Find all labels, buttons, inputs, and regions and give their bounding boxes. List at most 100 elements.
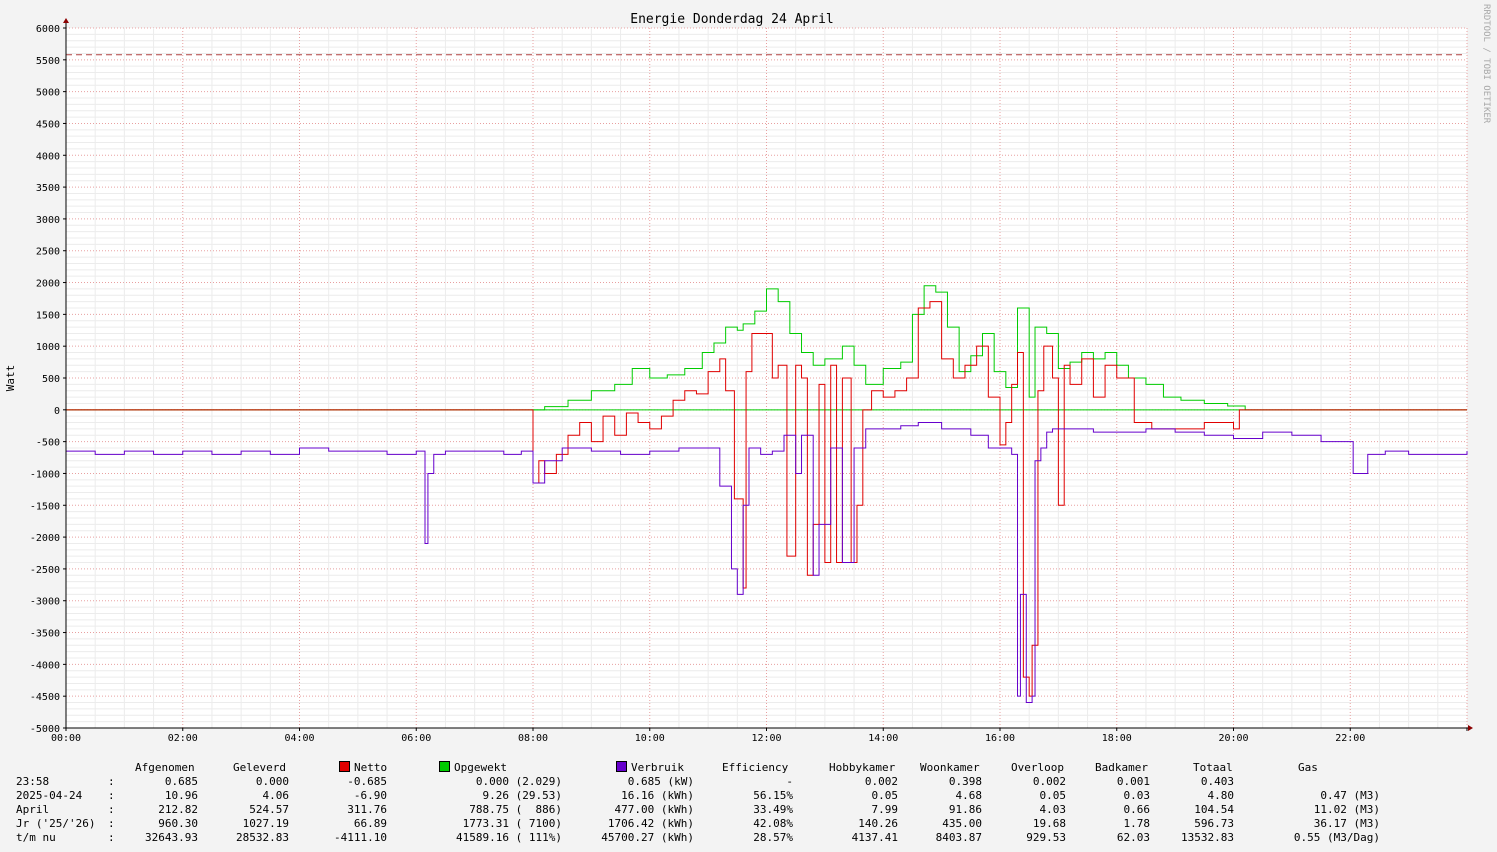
legend-cell-hobbykamer: 7.99 <box>871 803 899 816</box>
series-verbruik <box>66 422 1468 704</box>
y-tick-label: 5000 <box>36 88 60 99</box>
legend-cell-geleverd: 4.06 <box>262 789 290 802</box>
legend-cell-overloop: 929.53 <box>1026 831 1066 844</box>
header-opgewekt-label: Opgewekt <box>454 761 507 774</box>
y-tick-label: -3000 <box>30 597 60 608</box>
x-tick-label: 10:00 <box>635 733 665 744</box>
header-geleverd: Geleverd <box>233 761 286 774</box>
legend-cell-overloop: 0.05 <box>1039 789 1067 802</box>
y-tick-label: 3500 <box>36 183 60 194</box>
y-tick-label: -5000 <box>30 724 60 735</box>
x-tick-label: 18:00 <box>1102 733 1132 744</box>
y-tick-label: 2000 <box>36 279 60 290</box>
header-afgenomen: Afgenomen <box>135 761 195 774</box>
legend-cell-woonkamer: 91.86 <box>948 803 982 816</box>
series-opgewekt <box>66 285 1467 411</box>
legend-cell-gas: 0.55 (M3/Dag) <box>1293 831 1380 844</box>
legend-cell-totaal: 13532.83 <box>1181 831 1234 844</box>
header-woonkamer: Woonkamer <box>920 761 980 774</box>
chart-title: Energie Donderdag 24 April <box>630 12 834 27</box>
legend-cell-sep: : <box>108 831 115 844</box>
legend-cell-netto: 311.76 <box>347 803 387 816</box>
x-tick-label: 22:00 <box>1335 733 1365 744</box>
legend-cell-hobbykamer: 0.05 <box>871 789 899 802</box>
legend-cell-totaal: 596.73 <box>1194 817 1234 830</box>
legend-cell-geleverd: 0.000 <box>255 775 289 788</box>
legend-cell-label: April <box>16 803 50 816</box>
header-verbruik-label: Verbruik <box>631 761 684 774</box>
legend-cell-verbruik: 16.16 (kWh) <box>621 789 694 802</box>
legend-cell-verbruik: 0.685 (kW) <box>627 775 694 788</box>
legend-cell-netto: -0.685 <box>347 775 387 788</box>
legend-cell-badkamer: 0.001 <box>1116 775 1150 788</box>
y-tick-label: 4000 <box>36 151 60 162</box>
y-tick-label: 500 <box>42 374 60 385</box>
legend-cell-woonkamer: 4.68 <box>955 789 983 802</box>
y-tick-label: 4500 <box>36 119 60 130</box>
legend-table: Afgenomen Geleverd Netto Opgewekt Verbru… <box>0 760 1497 852</box>
x-tick-label: 02:00 <box>168 733 198 744</box>
legend-cell-opgewekt: 1773.31 ( 7100) <box>462 817 562 830</box>
legend-cell-hobbykamer: 4137.41 <box>851 831 898 844</box>
legend-cell-geleverd: 524.57 <box>249 803 289 816</box>
legend-cell-label: t/m nu <box>16 831 56 844</box>
header-efficiency: Efficiency <box>722 761 789 774</box>
y-tick-label: -1500 <box>30 501 60 512</box>
x-axis-arrow <box>1468 725 1473 731</box>
legend-cell-afgenomen: 10.96 <box>164 789 198 802</box>
y-tick-label: 1500 <box>36 310 60 321</box>
legend-cell-gas: 36.17 (M3) <box>1313 817 1380 830</box>
legend-cell-sep: : <box>108 789 115 802</box>
legend-cell-afgenomen: 960.30 <box>158 817 198 830</box>
x-tick-label: 16:00 <box>985 733 1015 744</box>
y-tick-label: 2500 <box>36 247 60 258</box>
legend-cell-gas: 0.47 (M3) <box>1320 789 1380 802</box>
legend-cell-badkamer: 62.03 <box>1116 831 1150 844</box>
legend-cell-overloop: 0.002 <box>1032 775 1066 788</box>
legend-cell-totaal: 0.403 <box>1200 775 1234 788</box>
legend-cell-netto: -4111.10 <box>334 831 387 844</box>
legend-cell-verbruik: 477.00 (kWh) <box>614 803 694 816</box>
verbruik-swatch <box>616 761 627 772</box>
legend-cell-woonkamer: 0.398 <box>948 775 982 788</box>
legend-cell-geleverd: 1027.19 <box>242 817 289 830</box>
legend-cell-efficiency: 28.57% <box>753 831 793 844</box>
y-tick-label: -2000 <box>30 533 60 544</box>
x-tick-label: 12:00 <box>751 733 781 744</box>
legend-cell-badkamer: 1.78 <box>1123 817 1151 830</box>
legend-cell-hobbykamer: 140.26 <box>858 817 898 830</box>
x-tick-label: 00:00 <box>51 733 81 744</box>
header-badkamer: Badkamer <box>1095 761 1148 774</box>
legend-cell-verbruik: 45700.27 (kWh) <box>601 831 694 844</box>
legend-cell-sep: : <box>108 817 115 830</box>
y-axis-arrow <box>63 18 69 23</box>
y-tick-label: -4000 <box>30 660 60 671</box>
y-tick-label: 5500 <box>36 56 60 67</box>
energy-chart: 6000550050004500400035003000250020001500… <box>4 12 1473 744</box>
y-tick-label: -1000 <box>30 469 60 480</box>
legend-cell-netto: -6.90 <box>353 789 387 802</box>
header-gas: Gas <box>1298 761 1318 774</box>
legend-cell-overloop: 19.68 <box>1032 817 1066 830</box>
header-totaal: Totaal <box>1193 761 1233 774</box>
legend-cell-woonkamer: 435.00 <box>942 817 982 830</box>
legend-cell-efficiency: - <box>786 775 793 788</box>
legend-cell-totaal: 4.80 <box>1207 789 1235 802</box>
legend-cell-gas: 11.02 (M3) <box>1313 803 1380 816</box>
legend-cell-afgenomen: 0.685 <box>164 775 198 788</box>
y-tick-label: 6000 <box>36 24 60 35</box>
header-overloop: Overloop <box>1011 761 1064 774</box>
legend-cell-opgewekt: 788.75 ( 886) <box>469 803 562 816</box>
legend-cell-label: 2025-04-24 <box>16 789 83 802</box>
x-tick-label: 06:00 <box>401 733 431 744</box>
legend-cell-opgewekt: 41589.16 ( 111%) <box>456 831 562 844</box>
legend-cell-geleverd: 28532.83 <box>236 831 289 844</box>
legend-cell-totaal: 104.54 <box>1194 803 1234 816</box>
legend-cell-sep: : <box>108 803 115 816</box>
netto-swatch <box>339 761 350 772</box>
legend-cell-efficiency: 33.49% <box>753 803 793 816</box>
y-tick-label: -500 <box>36 438 60 449</box>
x-tick-label: 14:00 <box>868 733 898 744</box>
legend-cell-opgewekt: 9.26 (29.53) <box>482 789 562 802</box>
